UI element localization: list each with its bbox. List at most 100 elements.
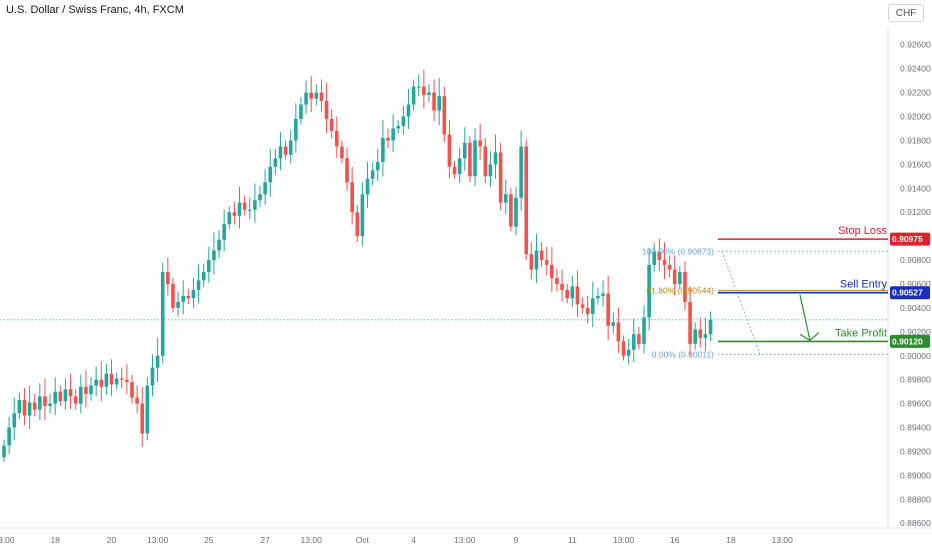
- candle[interactable]: [227, 206, 232, 229]
- candle[interactable]: [48, 394, 52, 414]
- candle[interactable]: [652, 243, 657, 272]
- candle[interactable]: [7, 416, 11, 455]
- candle[interactable]: [247, 197, 252, 220]
- candles[interactable]: [2, 69, 713, 463]
- candle[interactable]: [672, 255, 677, 296]
- candle[interactable]: [181, 280, 185, 315]
- candle[interactable]: [683, 261, 687, 311]
- candle[interactable]: [493, 134, 498, 179]
- candle[interactable]: [452, 160, 457, 179]
- candle[interactable]: [68, 373, 73, 409]
- candle[interactable]: [688, 286, 692, 357]
- candle[interactable]: [12, 397, 17, 440]
- candle[interactable]: [591, 281, 595, 328]
- candle[interactable]: [288, 129, 293, 164]
- candle[interactable]: [294, 103, 298, 153]
- candle[interactable]: [406, 89, 411, 129]
- candle[interactable]: [242, 195, 247, 216]
- candle[interactable]: [22, 388, 27, 426]
- candle[interactable]: [212, 232, 216, 275]
- candle[interactable]: [58, 385, 63, 406]
- candle[interactable]: [273, 148, 278, 175]
- candle[interactable]: [140, 386, 145, 447]
- candle[interactable]: [196, 263, 201, 304]
- candle[interactable]: [503, 179, 508, 215]
- candle[interactable]: [560, 269, 564, 302]
- candle[interactable]: [319, 79, 324, 112]
- candle[interactable]: [350, 166, 354, 225]
- currency-button[interactable]: CHF: [888, 4, 924, 22]
- candle[interactable]: [355, 205, 360, 242]
- candle[interactable]: [145, 377, 150, 441]
- candle[interactable]: [647, 248, 651, 331]
- candle[interactable]: [473, 128, 477, 186]
- candle[interactable]: [662, 242, 667, 280]
- candle[interactable]: [237, 187, 242, 229]
- candle[interactable]: [217, 230, 221, 259]
- candle[interactable]: [637, 327, 641, 350]
- candle[interactable]: [94, 366, 98, 397]
- candle[interactable]: [130, 374, 134, 404]
- candle[interactable]: [442, 86, 447, 143]
- candle[interactable]: [539, 242, 544, 267]
- candle[interactable]: [606, 275, 610, 341]
- candle[interactable]: [708, 311, 713, 341]
- candle[interactable]: [375, 148, 380, 181]
- candle[interactable]: [135, 385, 139, 414]
- candle[interactable]: [314, 84, 319, 106]
- candle[interactable]: [38, 383, 42, 421]
- candle[interactable]: [483, 138, 488, 184]
- candle[interactable]: [427, 84, 431, 102]
- candle[interactable]: [596, 287, 600, 306]
- candle[interactable]: [621, 335, 626, 361]
- candle[interactable]: [324, 83, 329, 134]
- candle[interactable]: [119, 367, 124, 389]
- candle[interactable]: [698, 317, 703, 348]
- candle[interactable]: [411, 79, 416, 111]
- candle[interactable]: [79, 374, 83, 414]
- candle[interactable]: [73, 389, 78, 410]
- candle[interactable]: [166, 257, 170, 296]
- candle[interactable]: [391, 114, 395, 152]
- candle[interactable]: [565, 283, 569, 304]
- candle[interactable]: [514, 187, 518, 236]
- candle[interactable]: [381, 120, 385, 177]
- candle[interactable]: [125, 364, 129, 395]
- candle[interactable]: [150, 354, 155, 397]
- candle[interactable]: [703, 317, 708, 352]
- candle[interactable]: [601, 280, 605, 307]
- candle[interactable]: [160, 262, 165, 364]
- candle[interactable]: [263, 169, 267, 205]
- candle[interactable]: [544, 246, 549, 276]
- candle[interactable]: [191, 278, 196, 308]
- candle[interactable]: [626, 339, 631, 365]
- candle[interactable]: [278, 132, 283, 170]
- candle[interactable]: [63, 378, 68, 410]
- candle[interactable]: [555, 268, 559, 292]
- candle[interactable]: [171, 278, 175, 313]
- candle[interactable]: [457, 147, 462, 183]
- candle[interactable]: [401, 105, 406, 135]
- candle[interactable]: [329, 109, 334, 139]
- candle[interactable]: [370, 161, 375, 186]
- candle[interactable]: [463, 127, 467, 171]
- candle[interactable]: [365, 161, 370, 208]
- candle[interactable]: [253, 183, 257, 224]
- candle[interactable]: [201, 263, 206, 288]
- candle[interactable]: [304, 80, 308, 115]
- candle[interactable]: [27, 385, 32, 429]
- candle[interactable]: [2, 439, 6, 463]
- candle[interactable]: [580, 297, 585, 314]
- candle[interactable]: [17, 392, 22, 419]
- candle[interactable]: [529, 242, 534, 280]
- candle[interactable]: [678, 266, 682, 289]
- candle[interactable]: [519, 130, 523, 211]
- candle[interactable]: [309, 75, 313, 112]
- candle[interactable]: [616, 307, 621, 353]
- candle[interactable]: [360, 182, 365, 246]
- candle[interactable]: [335, 116, 339, 158]
- candle[interactable]: [258, 185, 262, 207]
- candle[interactable]: [611, 312, 616, 334]
- candle[interactable]: [186, 288, 191, 305]
